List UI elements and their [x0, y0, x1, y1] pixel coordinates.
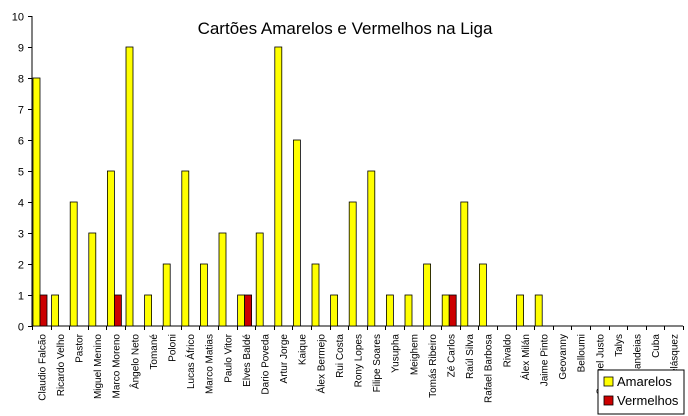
bar-amarelos — [51, 294, 59, 327]
x-tick-label: Raúl Silva — [465, 334, 476, 379]
bar-amarelos — [69, 201, 78, 327]
bar-amarelos — [460, 201, 469, 327]
bar-amarelos — [88, 232, 97, 327]
x-tick-label: Candeias — [633, 334, 644, 376]
bar-amarelos — [311, 263, 320, 327]
x-tick-label: Ricardo Velho — [56, 334, 67, 397]
y-tick-label: 6 — [18, 136, 24, 148]
legend-swatch-vermelhos — [603, 395, 614, 406]
bar-amarelos — [144, 294, 153, 327]
bar-amarelos — [237, 294, 246, 327]
bar-amarelos — [534, 294, 543, 327]
x-tick-label: Geovanny — [558, 334, 569, 380]
y-tick-label: 9 — [18, 43, 24, 55]
x-tick-label: Rui Costa — [335, 334, 346, 378]
y-tick-label: 2 — [18, 260, 24, 272]
y-tick-label: 4 — [18, 198, 24, 210]
y-tick-label: 3 — [18, 229, 24, 241]
bar-amarelos — [255, 232, 264, 327]
legend-label-amarelos: Amarelos — [617, 374, 672, 389]
bar-amarelos — [330, 294, 339, 327]
y-tick-label: 10 — [12, 12, 24, 24]
x-tick-label: Artur Jorge — [279, 334, 290, 384]
x-tick-label: Elves Baldé — [242, 334, 253, 387]
bar-amarelos — [162, 263, 171, 327]
y-tick-label: 0 — [18, 322, 24, 334]
x-tick-label: Meighem — [409, 334, 420, 375]
x-tick-label: Álex Milán — [519, 334, 532, 380]
bar-amarelos — [199, 263, 208, 327]
x-tick-label: Kaique — [298, 334, 309, 366]
y-tick-label: 7 — [18, 105, 24, 117]
x-tick-label: Yusupha — [391, 334, 402, 373]
bar-amarelos — [125, 46, 134, 327]
x-tick-label: Marco Matias — [205, 334, 216, 394]
y-tick-label: 5 — [18, 167, 24, 179]
x-tick-label: Jaime Pinto — [540, 334, 551, 387]
bar-vermelhos — [39, 294, 48, 327]
bar-amarelos — [404, 294, 413, 327]
x-tick-label: Talys — [614, 334, 625, 357]
x-tick-label: Cuba — [651, 334, 662, 358]
x-tick-label: Rony Lopes — [354, 334, 365, 387]
x-tick-label: Filipe Soares — [372, 334, 383, 392]
y-tick-label: 1 — [18, 291, 24, 303]
x-tick-label: Belloumi — [577, 334, 588, 372]
x-tick-label: Tomás Ribeiro — [428, 334, 439, 398]
x-tick-label: Lucas Áfrico — [184, 334, 197, 389]
x-tick-label: Zé Carlos — [447, 334, 458, 377]
bar-amarelos — [274, 46, 283, 327]
legend: Amarelos Vermelhos — [597, 369, 685, 415]
legend-swatch-amarelos — [603, 376, 614, 387]
bar-amarelos — [441, 294, 450, 327]
plot-area: 0 1 2 3 4 5 6 7 8 9 10 Claudio Falcão Ricardo Velho P… — [12, 12, 684, 403]
bar-amarelos — [478, 263, 487, 327]
bar-vermelhos — [244, 294, 253, 327]
bar-amarelos — [292, 139, 301, 327]
x-tick-label: Poloni — [168, 334, 179, 362]
bar-vermelhos — [448, 294, 457, 327]
bar-amarelos — [423, 263, 432, 327]
x-tick-label: Velásquez — [670, 334, 681, 380]
x-tick-label: Rivaldo — [502, 334, 513, 368]
x-tick-label: Ângelo Neto — [128, 334, 141, 389]
bar-amarelos — [385, 294, 394, 327]
x-tick-label: Álex Bermejo — [314, 334, 327, 394]
bar-amarelos — [218, 232, 227, 327]
bar-amarelos — [516, 294, 524, 327]
legend-label-vermelhos: Vermelhos — [617, 393, 679, 408]
x-tick-label: Samuel Justo — [595, 334, 606, 395]
x-tick-label: Paulo Vitor — [223, 333, 234, 382]
x-tick-label: Tomané — [149, 334, 160, 370]
bar-amarelos — [181, 170, 190, 327]
bar-amarelos — [32, 77, 41, 327]
chart-title: Cartões Amarelos e Vermelhos na Liga — [198, 19, 493, 38]
x-tick-label: Miguel Menino — [93, 334, 104, 399]
bar-vermelhos — [114, 294, 122, 327]
x-tick-label: Pastor — [75, 333, 86, 363]
x-tick-label: Marco Moreno — [112, 334, 123, 399]
bar-amarelos — [367, 170, 376, 327]
x-tick-label: Rafael Barbosa — [484, 334, 495, 403]
x-tick-label: Dario Poveda — [261, 334, 272, 395]
bar-amarelos — [348, 201, 357, 327]
bar-amarelos — [107, 170, 115, 327]
y-tick-label: 8 — [18, 74, 24, 86]
x-tick-label: Claudio Falcão — [37, 334, 48, 401]
